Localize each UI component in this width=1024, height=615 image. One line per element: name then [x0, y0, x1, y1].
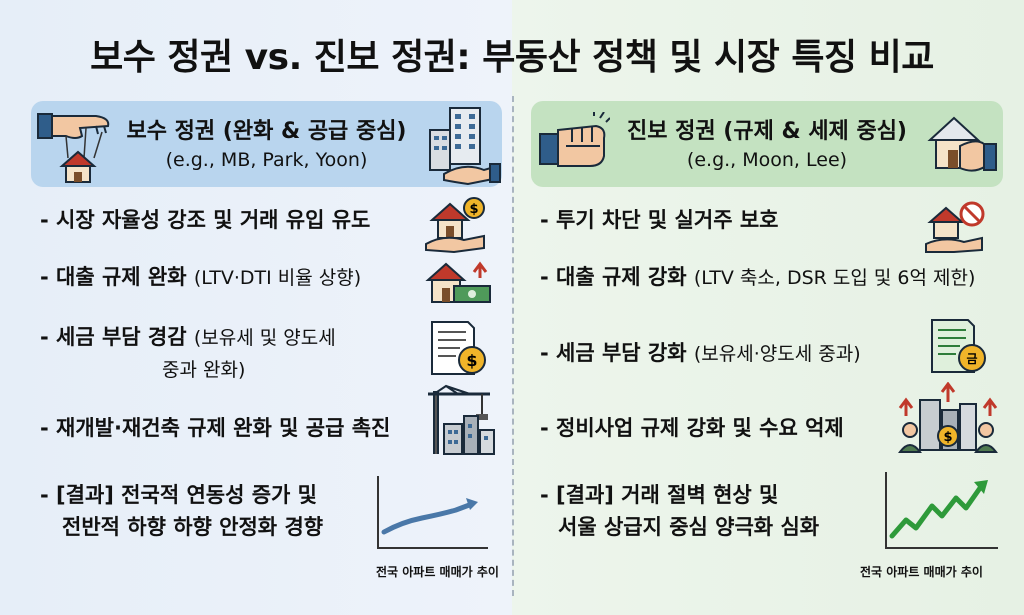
conservative-item-5-text: - [결과] 전국적 연동성 증가 및 — [40, 483, 317, 507]
progressive-item-4: - 정비사업 규제 강화 및 수요 억제 — [540, 413, 844, 443]
progressive-item-3-note: (보유세·양도세 중과) — [693, 343, 861, 365]
progressive-header-subtitle: (e.g., Moon, Lee) — [686, 149, 848, 171]
conservative-item-3: - 세금 부담 경감 (보유세 및 양도세 — [40, 322, 336, 353]
conservative-header: 보수 정권 (완화 & 공급 중심) (e.g., MB, Park, Yoon… — [31, 101, 502, 187]
progressive-item-4-text: - 정비사업 규제 강화 및 수요 억제 — [540, 416, 844, 440]
progressive-item-2: - 대출 규제 강화 (LTV 축소, DSR 도입 및 6억 제한) — [540, 262, 975, 293]
conservative-item-1: - 시장 자율성 강조 및 거래 유입 유도 — [40, 205, 370, 235]
hand-house-coin-icon: $ — [425, 197, 485, 254]
conservative-item-4-text: - 재개발·재건축 규제 완화 및 공급 촉진 — [40, 416, 391, 440]
trend-chart-icon — [377, 476, 488, 549]
progressive-item-2-note: (LTV 축소, DSR 도입 및 6억 제한) — [693, 267, 976, 289]
buildings-people-up-icon: $ — [898, 382, 998, 453]
conservative-item-5-cont: 전반적 하향 하향 안정화 경향 — [62, 512, 323, 542]
fist-icon — [539, 112, 610, 167]
hand-house-prohibit-icon — [925, 201, 985, 253]
conservative-item-2: - 대출 규제 완화 (LTV·DTI 비율 상향) — [40, 262, 361, 293]
svg-text:$: $ — [466, 351, 477, 370]
conservative-item-5: - [결과] 전국적 연동성 증가 및 — [40, 480, 317, 510]
svg-text:$: $ — [469, 202, 478, 217]
conservative-item-2-text: - 대출 규제 완화 — [40, 265, 194, 289]
conservative-item-3-note2: 중과 완화) — [162, 359, 246, 381]
conservative-item-2-note: (LTV·DTI 비율 상향) — [193, 267, 362, 289]
conservative-item-5-text2: 전반적 하향 하향 안정화 경향 — [62, 515, 324, 539]
trend-chart-icon — [885, 472, 998, 549]
progressive-item-5-text2: 서울 상급지 중심 양극화 심화 — [558, 515, 820, 539]
page-title: 보수 정권 vs. 진보 정권: 부동산 정책 및 시장 특징 비교 — [90, 37, 934, 78]
progressive-item-3-text: - 세금 부담 강화 — [540, 341, 694, 365]
construction-crane-icon — [428, 384, 495, 455]
progressive-item-1: - 투기 차단 및 실거주 보호 — [540, 205, 778, 235]
progressive-chart-caption: 전국 아파트 매매가 추이 — [860, 565, 983, 579]
center-divider — [512, 96, 514, 596]
conservative-item-3-cont: 중과 완화) — [162, 354, 245, 385]
hand-house-icon — [927, 116, 997, 172]
conservative-header-title: 보수 정권 (완화 & 공급 중심) — [126, 119, 407, 144]
house-money-up-icon — [425, 261, 491, 303]
conservative-item-4: - 재개발·재건축 규제 완화 및 공급 촉진 — [40, 413, 390, 443]
conservative-item-3-text: - 세금 부담 경감 — [40, 325, 194, 349]
conservative-chart-caption: 전국 아파트 매매가 추이 — [376, 565, 499, 579]
progressive-item-5: - [결과] 거래 절벽 현상 및 — [540, 480, 778, 510]
tax-document-coin-icon: $ — [431, 321, 486, 375]
progressive-item-3: - 세금 부담 강화 (보유세·양도세 중과) — [540, 338, 861, 369]
conservative-item-1-text: - 시장 자율성 강조 및 거래 유입 유도 — [40, 208, 371, 232]
progressive-header: 진보 정권 (규제 & 세제 중심) (e.g., Moon, Lee) — [531, 101, 1003, 187]
progressive-item-5-cont: 서울 상급지 중심 양극화 심화 — [558, 512, 819, 542]
conservative-item-3-note: (보유세 및 양도세 — [193, 327, 336, 349]
progressive-item-1-text: - 투기 차단 및 실거주 보호 — [540, 208, 779, 232]
tax-document-coin-icon: 금 — [931, 319, 986, 373]
puppet-hand-house-icon — [37, 113, 110, 183]
progressive-header-title: 진보 정권 (규제 & 세제 중심) — [627, 119, 907, 144]
svg-text:$: $ — [943, 430, 952, 445]
conservative-header-subtitle: (e.g., MB, Park, Yoon) — [165, 149, 368, 171]
progressive-item-5-text: - [결과] 거래 절벽 현상 및 — [540, 483, 779, 507]
building-hand-icon — [429, 107, 501, 186]
progressive-item-2-text: - 대출 규제 강화 — [540, 265, 694, 289]
svg-text:금: 금 — [966, 352, 977, 366]
